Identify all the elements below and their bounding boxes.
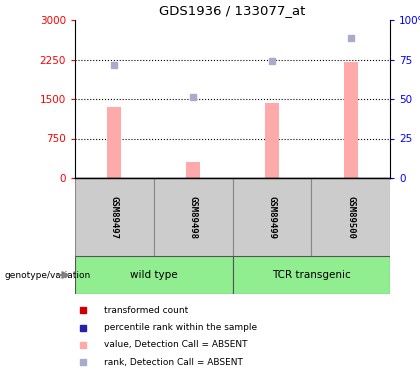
Text: transformed count: transformed count — [105, 306, 189, 315]
Text: rank, Detection Call = ABSENT: rank, Detection Call = ABSENT — [105, 358, 243, 367]
Bar — [233, 256, 390, 294]
Text: GSM89497: GSM89497 — [110, 195, 119, 238]
Text: GSM89499: GSM89499 — [268, 195, 276, 238]
Text: percentile rank within the sample: percentile rank within the sample — [105, 323, 257, 332]
Text: GSM89500: GSM89500 — [346, 195, 355, 238]
Text: wild type: wild type — [130, 270, 178, 280]
Title: GDS1936 / 133077_at: GDS1936 / 133077_at — [159, 4, 306, 18]
Text: TCR transgenic: TCR transgenic — [272, 270, 351, 280]
Bar — [75, 178, 154, 256]
Bar — [186, 162, 200, 178]
Text: value, Detection Call = ABSENT: value, Detection Call = ABSENT — [105, 340, 248, 350]
Text: genotype/variation: genotype/variation — [4, 270, 90, 279]
Bar — [154, 178, 233, 256]
Text: GSM89498: GSM89498 — [189, 195, 198, 238]
Bar — [75, 256, 233, 294]
Bar — [233, 178, 311, 256]
Bar — [265, 103, 279, 178]
Bar — [107, 107, 121, 178]
Bar — [311, 178, 390, 256]
Bar — [344, 62, 358, 178]
